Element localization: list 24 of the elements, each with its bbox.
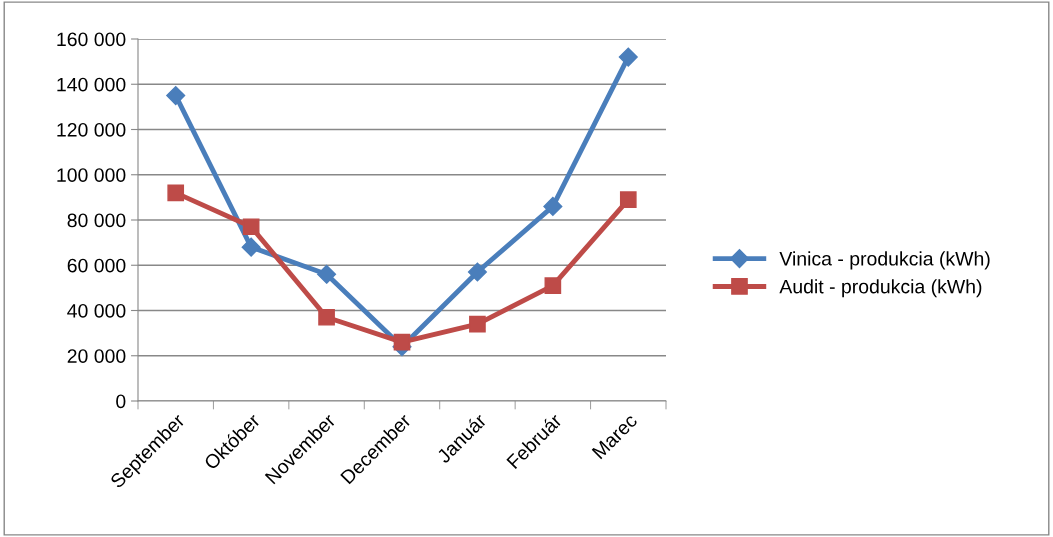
y-tick-label: 60 000 xyxy=(67,258,126,273)
point xyxy=(318,308,335,326)
point xyxy=(317,264,337,284)
legend-label: Vinica - produkcia (kWh) xyxy=(779,251,990,270)
point xyxy=(543,196,563,216)
y-tick-label: 100 000 xyxy=(57,168,126,182)
point xyxy=(619,191,637,208)
point xyxy=(469,315,486,333)
y-tick-label: 160 000 xyxy=(57,32,126,47)
y-tick-label: 20 000 xyxy=(67,349,126,363)
point xyxy=(241,237,261,257)
point xyxy=(618,47,638,67)
y-tick-label: 120 000 xyxy=(57,122,126,137)
legend-label: Audit - produkcia (kWh) xyxy=(779,279,982,298)
y-tick-label: 40 000 xyxy=(67,303,126,318)
point xyxy=(166,86,186,106)
y-tick-label: 140 000 xyxy=(57,77,126,92)
point xyxy=(393,333,411,351)
point xyxy=(544,277,562,294)
point xyxy=(242,218,260,236)
y-tick-label: 80 000 xyxy=(67,213,126,228)
point xyxy=(167,184,185,202)
point xyxy=(467,262,487,282)
y-tick-label: 0 xyxy=(116,394,126,409)
